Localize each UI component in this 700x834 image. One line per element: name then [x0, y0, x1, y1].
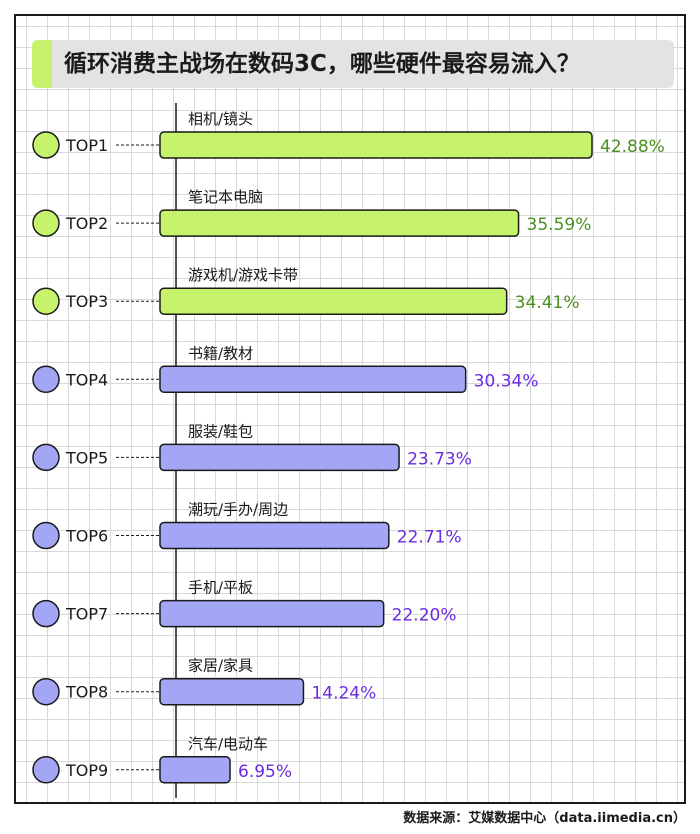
- category-label: 相机/镜头: [188, 110, 253, 128]
- value-label: 30.34%: [474, 371, 539, 391]
- title-accent: [32, 40, 52, 88]
- rank-label: TOP8: [65, 683, 108, 702]
- category-label: 手机/平板: [188, 579, 253, 597]
- rank-dot: [32, 521, 60, 550]
- rank-dot: [32, 287, 60, 315]
- title-bar: [32, 40, 674, 88]
- value-label: 23.73%: [407, 449, 472, 469]
- category-label: 汽车/电动车: [188, 735, 268, 753]
- rank-dot: [32, 677, 60, 706]
- category-label: 服装/鞋包: [188, 422, 253, 440]
- category-label: 家居/家具: [188, 657, 253, 675]
- bar: [159, 756, 231, 784]
- category-label: 笔记本电脑: [188, 188, 263, 206]
- value-label: 35.59%: [527, 215, 592, 235]
- bar: [159, 209, 520, 237]
- bar: [159, 287, 508, 315]
- value-label: 22.20%: [392, 606, 457, 626]
- bar: [159, 443, 400, 472]
- rank-label: TOP4: [65, 370, 108, 389]
- rank-label: TOP7: [65, 605, 108, 624]
- source-footer: 数据来源：艾媒数据中心（data.iimedia.cn）: [403, 811, 686, 826]
- chart-title: 循环消费主战场在数码3C，哪些硬件最容易流入？: [64, 51, 580, 77]
- rank-label: TOP2: [65, 214, 108, 233]
- rank-label: TOP9: [65, 761, 108, 780]
- category-label: 潮玩/手办/周边: [188, 501, 288, 519]
- value-label: 22.71%: [397, 528, 462, 548]
- bar: [159, 131, 593, 159]
- rank-label: TOP1: [65, 136, 108, 155]
- rank-dot: [32, 756, 60, 784]
- value-label: 6.95%: [238, 762, 292, 782]
- rank-label: TOP5: [65, 448, 108, 467]
- rank-dot: [32, 131, 60, 159]
- rank-label: TOP6: [65, 527, 108, 546]
- bar: [159, 677, 305, 706]
- rank-dot: [32, 599, 60, 628]
- rank-dot: [32, 209, 60, 237]
- bar: [159, 599, 385, 628]
- value-label: 42.88%: [600, 137, 665, 157]
- category-label: 游戏机/游戏卡带: [188, 266, 298, 284]
- value-label: 14.24%: [311, 684, 376, 704]
- bar: [159, 365, 467, 394]
- category-label: 书籍/教材: [188, 344, 253, 362]
- bar: [159, 521, 390, 550]
- rank-dot: [32, 365, 60, 394]
- rank-label: TOP3: [65, 292, 108, 311]
- value-label: 34.41%: [515, 293, 580, 313]
- rank-dot: [32, 443, 60, 472]
